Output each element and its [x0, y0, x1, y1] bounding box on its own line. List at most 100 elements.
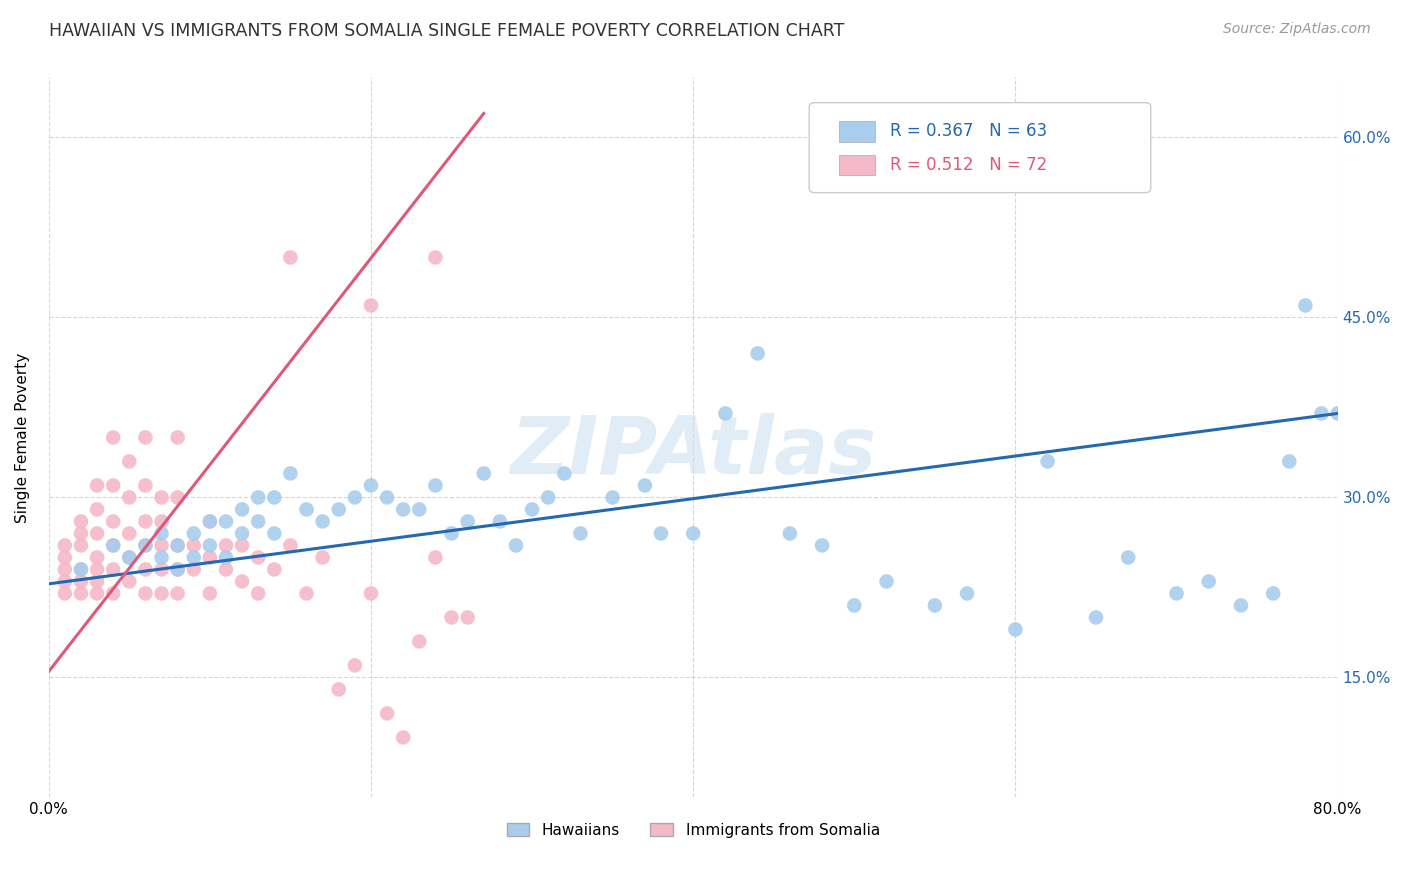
Point: [360, 478, 382, 492]
Point: [134, 586, 156, 600]
Point: [1230, 599, 1253, 613]
Point: [215, 515, 238, 529]
Text: Source: ZipAtlas.com: Source: ZipAtlas.com: [1223, 22, 1371, 37]
Point: [53, 586, 76, 600]
Point: [650, 526, 672, 541]
Point: [86, 478, 108, 492]
Point: [634, 478, 657, 492]
Point: [166, 562, 188, 576]
Point: [118, 574, 141, 589]
Point: [489, 515, 512, 529]
Point: [425, 550, 447, 565]
Text: R = 0.367   N = 63: R = 0.367 N = 63: [890, 122, 1047, 140]
Point: [150, 526, 173, 541]
Point: [1326, 407, 1348, 421]
Point: [215, 538, 238, 552]
Point: [247, 550, 270, 565]
Point: [343, 491, 366, 505]
Point: [328, 502, 350, 516]
Point: [118, 454, 141, 468]
Point: [215, 550, 238, 565]
Point: [602, 491, 624, 505]
Point: [520, 502, 543, 516]
Y-axis label: Single Female Poverty: Single Female Poverty: [15, 352, 30, 523]
Point: [811, 538, 834, 552]
Point: [70, 562, 93, 576]
Point: [247, 515, 270, 529]
Point: [166, 562, 188, 576]
Point: [263, 562, 285, 576]
Bar: [839, 121, 875, 142]
Point: [295, 586, 318, 600]
Point: [231, 526, 253, 541]
Point: [457, 515, 479, 529]
Point: [134, 562, 156, 576]
Point: [392, 731, 415, 745]
Point: [86, 550, 108, 565]
Point: [103, 538, 125, 552]
Point: [1294, 298, 1316, 312]
Point: [231, 538, 253, 552]
Point: [166, 538, 188, 552]
Point: [198, 550, 221, 565]
Point: [70, 538, 93, 552]
Point: [86, 574, 108, 589]
Point: [311, 515, 333, 529]
Point: [198, 515, 221, 529]
Point: [263, 526, 285, 541]
Point: [118, 491, 141, 505]
Point: [70, 515, 93, 529]
FancyBboxPatch shape: [810, 103, 1150, 193]
Text: R = 0.512   N = 72: R = 0.512 N = 72: [890, 156, 1047, 174]
Point: [86, 526, 108, 541]
Point: [280, 538, 302, 552]
Point: [779, 526, 801, 541]
Point: [714, 407, 737, 421]
Point: [103, 586, 125, 600]
Point: [166, 538, 188, 552]
Point: [166, 586, 188, 600]
Point: [53, 550, 76, 565]
Point: [118, 550, 141, 565]
Point: [311, 550, 333, 565]
Point: [150, 550, 173, 565]
Point: [183, 538, 205, 552]
Point: [183, 562, 205, 576]
Point: [134, 538, 156, 552]
Point: [924, 599, 946, 613]
Point: [231, 502, 253, 516]
Point: [1278, 454, 1301, 468]
Point: [53, 574, 76, 589]
Point: [682, 526, 704, 541]
Point: [118, 526, 141, 541]
Point: [553, 467, 575, 481]
Point: [70, 526, 93, 541]
Point: [150, 515, 173, 529]
Point: [408, 502, 430, 516]
Point: [86, 562, 108, 576]
Point: [440, 526, 463, 541]
Point: [86, 502, 108, 516]
Point: [440, 610, 463, 624]
Point: [956, 586, 979, 600]
Point: [53, 538, 76, 552]
Point: [86, 586, 108, 600]
Point: [247, 491, 270, 505]
Point: [408, 634, 430, 648]
Point: [1166, 586, 1188, 600]
Point: [134, 430, 156, 444]
Point: [747, 346, 769, 360]
Point: [166, 430, 188, 444]
Point: [198, 586, 221, 600]
Point: [472, 467, 495, 481]
Point: [247, 586, 270, 600]
Point: [425, 478, 447, 492]
Point: [844, 599, 866, 613]
Legend: Hawaiians, Immigrants from Somalia: Hawaiians, Immigrants from Somalia: [501, 816, 886, 844]
Point: [375, 491, 398, 505]
Point: [215, 562, 238, 576]
Point: [103, 430, 125, 444]
Point: [263, 491, 285, 505]
Point: [70, 574, 93, 589]
Text: ZIPAtlas: ZIPAtlas: [510, 413, 876, 491]
